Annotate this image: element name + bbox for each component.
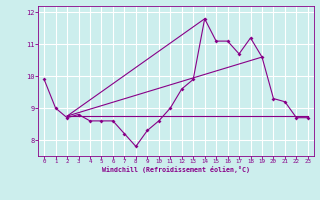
X-axis label: Windchill (Refroidissement éolien,°C): Windchill (Refroidissement éolien,°C): [102, 166, 250, 173]
